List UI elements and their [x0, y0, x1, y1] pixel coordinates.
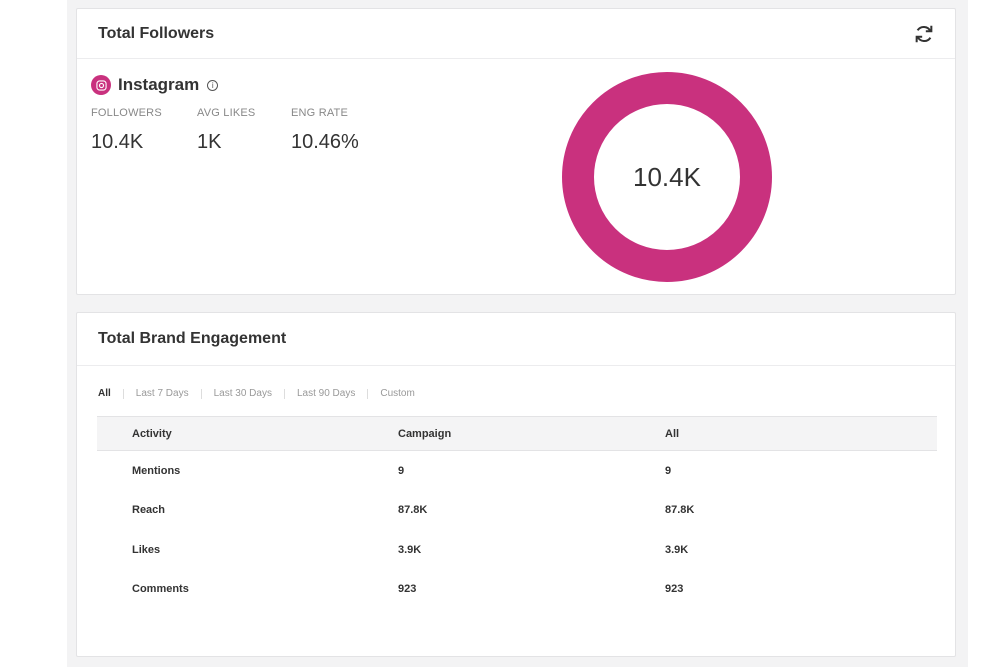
table-header: Activity Campaign All	[97, 416, 937, 451]
table-row: Comments 923 923	[97, 570, 937, 610]
filter-last-90-days[interactable]: Last 90 Days	[296, 388, 356, 399]
refresh-icon[interactable]	[913, 23, 935, 45]
engagement-table: Activity Campaign All Mentions 9 9 Reach 87…	[97, 416, 937, 609]
stat-eng-rate: ENG RATE 10.46%	[291, 107, 359, 154]
stat-followers: FOLLOWERS 10.4K	[91, 107, 162, 154]
donut-center-value: 10.4K	[633, 162, 702, 192]
platform-name: Instagram	[118, 75, 200, 94]
cell: 923	[398, 583, 417, 596]
filter-last-7-days[interactable]: Last 7 Days	[135, 388, 189, 399]
stat-value: 10.46%	[291, 131, 359, 153]
brand-engagement-card: Total Brand Engagement All Last 7 Days L…	[76, 312, 956, 657]
table-row: Reach 87.8K 87.8K	[97, 491, 937, 531]
stat-label: ENG RATE	[291, 107, 349, 119]
column-header: All	[665, 427, 680, 440]
column-header: Campaign	[398, 427, 452, 440]
donut-ring	[562, 72, 772, 282]
cell: 923	[665, 583, 684, 596]
column-header: Activity	[132, 427, 172, 440]
stat-value: 1K	[197, 131, 222, 153]
table-row: Likes 3.9K 3.9K	[97, 530, 937, 570]
table-row: Mentions 9 9	[97, 451, 937, 491]
card-title: Total Brand Engagement	[77, 313, 955, 366]
cell: 3.9K	[398, 543, 422, 556]
cell: 9	[665, 464, 672, 477]
cell: Reach	[132, 504, 166, 517]
cell: Mentions	[132, 464, 181, 477]
filter-custom[interactable]: Custom	[380, 388, 415, 399]
filter-all[interactable]: All	[98, 388, 111, 399]
stat-label: FOLLOWERS	[91, 107, 162, 119]
cell: 3.9K	[665, 543, 689, 556]
total-followers-card: Total Followers Instagram i FOLLOWERS 10.…	[76, 8, 956, 295]
cell: 87.8K	[398, 504, 428, 517]
instagram-icon	[91, 75, 111, 95]
platform-header: Instagram i	[91, 75, 219, 95]
followers-donut-chart: 10.4K	[562, 72, 772, 282]
date-filter-tabs: All Last 7 Days Last 30 Days Last 90 Day…	[98, 388, 415, 399]
stat-avg-likes: AVG LIKES 1K	[197, 107, 255, 154]
stat-label: AVG LIKES	[197, 107, 256, 119]
cell: 9	[398, 464, 405, 477]
cell: Likes	[132, 543, 161, 556]
stat-value: 10.4K	[91, 131, 144, 153]
card-title: Total Followers	[77, 9, 955, 59]
filter-last-30-days[interactable]: Last 30 Days	[213, 388, 272, 399]
cell: 87.8K	[665, 504, 695, 517]
info-icon[interactable]: i	[207, 79, 219, 91]
cell: Comments	[132, 583, 189, 596]
